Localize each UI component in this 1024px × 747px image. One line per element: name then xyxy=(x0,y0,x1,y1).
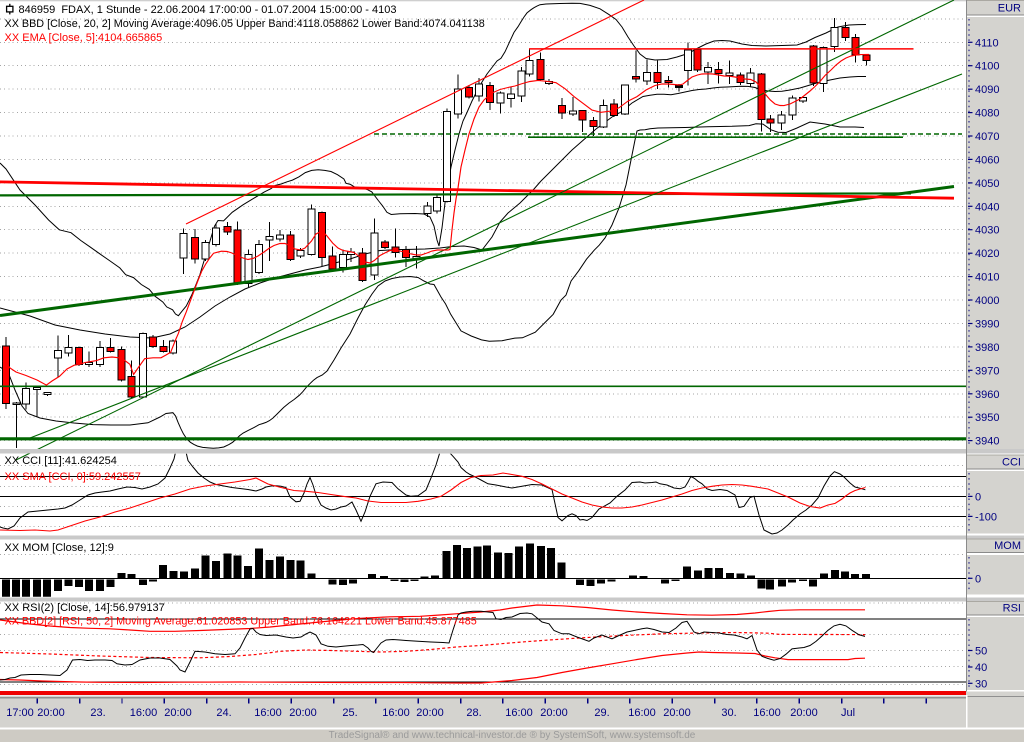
svg-text:4100: 4100 xyxy=(975,61,999,73)
svg-text:20:00: 20:00 xyxy=(790,707,818,719)
svg-text:16:00: 16:00 xyxy=(753,707,781,719)
svg-text:4060: 4060 xyxy=(975,154,999,166)
svg-text:3960: 3960 xyxy=(975,389,999,401)
svg-text:Jul: Jul xyxy=(841,707,855,719)
svg-text:4020: 4020 xyxy=(975,248,999,260)
svg-text:29.: 29. xyxy=(594,707,609,719)
svg-text:XX BBD [Close, 20, 2] Moving A: XX BBD [Close, 20, 2] Moving Average:409… xyxy=(5,18,485,30)
svg-text:XX CCI [11]:41.624254: XX CCI [11]:41.624254 xyxy=(5,455,117,467)
svg-text:24.: 24. xyxy=(216,707,231,719)
svg-text:XX RSI(2) [Close, 14]:56.97913: XX RSI(2) [Close, 14]:56.979137 xyxy=(5,602,165,614)
svg-text:4090: 4090 xyxy=(975,84,999,96)
svg-text:3950: 3950 xyxy=(975,412,999,424)
svg-text:CCI: CCI xyxy=(1002,457,1021,469)
svg-text:30: 30 xyxy=(975,678,987,690)
svg-text:4050: 4050 xyxy=(975,178,999,190)
svg-text:846959 FDAX, 1 Stunde - 22.06: 846959 FDAX, 1 Stunde - 22.06.2004 17:00… xyxy=(19,4,397,16)
svg-text:0: 0 xyxy=(975,573,981,585)
svg-text:25.: 25. xyxy=(342,707,357,719)
svg-text:4000: 4000 xyxy=(975,295,999,307)
svg-text:16:00: 16:00 xyxy=(254,707,282,719)
svg-text:MOM: MOM xyxy=(994,540,1021,552)
svg-text:XX SMA [CCI, 0]:59.242557: XX SMA [CCI, 0]:59.242557 xyxy=(5,471,141,483)
svg-text:20:00: 20:00 xyxy=(663,707,691,719)
svg-text:50: 50 xyxy=(975,646,987,658)
svg-text:23.: 23. xyxy=(90,707,105,719)
svg-text:20:00: 20:00 xyxy=(289,707,317,719)
svg-text:0: 0 xyxy=(975,491,981,503)
svg-text:40: 40 xyxy=(975,662,987,674)
svg-text:30.: 30. xyxy=(721,707,736,719)
svg-text:RSI: RSI xyxy=(1003,602,1021,614)
svg-text:XX BBD[2] [RSI, 50, 2] Moving: XX BBD[2] [RSI, 50, 2] Moving Average:61… xyxy=(5,616,477,628)
svg-text:TradeSignal® and www.technical: TradeSignal® and www.technical-investor.… xyxy=(329,730,696,741)
svg-text:4080: 4080 xyxy=(975,108,999,120)
svg-text:4070: 4070 xyxy=(975,131,999,143)
svg-text:-100: -100 xyxy=(975,511,997,523)
svg-text:XX MOM [Close, 12]:9: XX MOM [Close, 12]:9 xyxy=(5,542,114,554)
svg-text:4040: 4040 xyxy=(975,201,999,213)
svg-text:4110: 4110 xyxy=(975,37,999,49)
svg-text:3940: 3940 xyxy=(975,436,999,448)
svg-text:16:00: 16:00 xyxy=(505,707,533,719)
svg-text:EUR: EUR xyxy=(998,3,1021,15)
svg-text:17:00: 17:00 xyxy=(6,707,34,719)
svg-text:3970: 3970 xyxy=(975,365,999,377)
svg-text:16:00: 16:00 xyxy=(628,707,656,719)
svg-text:16:00: 16:00 xyxy=(382,707,410,719)
svg-text:4030: 4030 xyxy=(975,225,999,237)
svg-text:3990: 3990 xyxy=(975,319,999,331)
svg-text:28.: 28. xyxy=(466,707,481,719)
svg-text:XX EMA [Close, 5]:4104.665865: XX EMA [Close, 5]:4104.665865 xyxy=(5,32,163,44)
svg-text:4010: 4010 xyxy=(975,272,999,284)
svg-text:3980: 3980 xyxy=(975,342,999,354)
svg-text:16:00: 16:00 xyxy=(130,707,158,719)
svg-text:20:00: 20:00 xyxy=(164,707,192,719)
svg-text:20:00: 20:00 xyxy=(416,707,444,719)
svg-text:20:00: 20:00 xyxy=(540,707,568,719)
svg-text:20:00: 20:00 xyxy=(37,707,65,719)
